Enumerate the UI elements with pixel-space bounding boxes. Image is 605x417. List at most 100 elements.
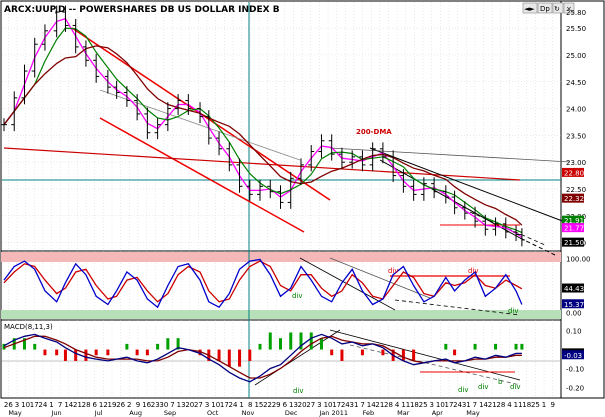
macd-tick-label: -0.10 — [566, 366, 584, 374]
day-tick-label: 13 — [177, 401, 186, 409]
dma-label: 200-DMA — [356, 128, 392, 136]
price-bar — [41, 24, 48, 51]
price-badge: 22.80 — [564, 169, 584, 177]
day-tick-label: 18 — [522, 401, 531, 409]
b-label-macd: b — [498, 378, 503, 386]
day-tick-label: 21 — [488, 401, 497, 409]
price-bar — [31, 37, 38, 78]
grid-lines — [2, 2, 561, 398]
div-label-stoch-4: div — [508, 307, 519, 315]
month-tick-label: Sep — [164, 409, 176, 417]
day-tick-label: 7 — [170, 401, 174, 409]
price-tick-label: 24.00 — [566, 106, 586, 114]
price-badge-bg — [562, 237, 584, 247]
day-tick-label: 10 — [324, 401, 333, 409]
price-badge-bg — [562, 215, 584, 225]
ma-short-line — [3, 17, 523, 238]
day-tick-label: 17 — [220, 401, 229, 409]
day-tick-label: 21 — [73, 401, 82, 409]
price-bar — [400, 169, 407, 193]
month-tick-label: Jul — [94, 409, 103, 417]
price-bar — [175, 94, 182, 116]
day-tick-label: 3 — [205, 401, 209, 409]
day-tick-label: 1 — [49, 401, 53, 409]
div-label-macd-1: div — [293, 387, 304, 395]
day-tick-label: 7 — [58, 401, 62, 409]
price-tick-label: 24.50 — [566, 79, 586, 87]
macd-badge-bg — [562, 350, 584, 360]
day-tick-label: 10 — [436, 401, 445, 409]
price-tick-label: 25.00 — [566, 52, 586, 60]
oversold-band — [1, 310, 561, 319]
x-axis: 26 3 10 17 24 1 7 14 21 28 6 12 19 26 2 9 16 23 30 7 13 20 27 3… — [4, 401, 555, 417]
price-bar — [518, 228, 525, 247]
price-tick-label: 23.50 — [566, 132, 586, 140]
day-tick-label: 21 — [375, 401, 384, 409]
day-tick-label: 28 — [82, 401, 91, 409]
header-buttons: ◄► Dp ↻ × — [522, 2, 575, 14]
price-bar — [338, 147, 345, 169]
price-bar — [62, 5, 69, 32]
price-bar — [308, 145, 315, 172]
price-bar — [11, 91, 18, 132]
day-tick-label: 31 — [462, 401, 471, 409]
price-bar — [123, 86, 130, 107]
day-tick-label: 12 — [99, 401, 108, 409]
detach-button[interactable] — [537, 2, 553, 14]
macd-trend-1 — [254, 329, 341, 386]
month-tick-label: Apr — [432, 409, 444, 417]
close-button[interactable] — [563, 2, 575, 14]
scroll-button[interactable] — [522, 2, 538, 14]
price-bar — [349, 150, 356, 169]
right-axis: 25.80 25.50 25.00 24.50 24.00 23.50 23.00 22.50… — [562, 9, 591, 393]
price-bar — [277, 185, 284, 209]
detach-button-label: Dp — [540, 5, 550, 13]
price-bar — [93, 53, 100, 83]
macd-signal-line — [3, 335, 522, 379]
price-badge: 22.32 — [564, 195, 584, 203]
day-tick-label: 3 — [429, 401, 433, 409]
day-tick-label: 23 — [151, 401, 160, 409]
day-tick-label: 10 — [21, 401, 30, 409]
day-tick-label: 10 — [211, 401, 220, 409]
day-tick-label: 14 — [64, 401, 73, 409]
day-tick-label: 18 — [410, 401, 419, 409]
stoch-badge-bg — [562, 299, 584, 309]
stochastic-lines — [3, 257, 523, 316]
day-tick-label: 9 — [136, 401, 140, 409]
price-bar — [379, 142, 386, 164]
stoch-slow-line — [3, 260, 523, 303]
stoch-badge: 15.37 — [564, 301, 584, 309]
month-tick-label: Jan 2011 — [318, 409, 348, 417]
price-bar — [197, 102, 204, 124]
day-tick-label: 28 — [384, 401, 393, 409]
price-bar — [21, 64, 28, 105]
close-icon: × — [566, 5, 572, 13]
macd-lines — [2, 329, 561, 386]
div-label-macd-4: div — [510, 383, 521, 391]
price-bar — [1, 118, 7, 132]
price-badge: 21.50 — [564, 239, 584, 247]
month-tick-label: May — [466, 409, 480, 417]
day-tick-label: 28 — [496, 401, 505, 409]
price-bar — [113, 80, 120, 99]
price-bar — [287, 171, 294, 209]
day-tick-label: 17 — [332, 401, 341, 409]
day-tick-label: 24 — [453, 401, 462, 409]
price-bar — [82, 40, 89, 67]
price-bar — [144, 107, 151, 140]
scroll-button-label: ◄► — [524, 5, 535, 13]
price-bar — [216, 131, 223, 156]
day-tick-label: 17 — [445, 401, 454, 409]
div-label-macd-3: div — [478, 383, 489, 391]
price-bar — [461, 201, 468, 220]
price-bar — [410, 179, 417, 201]
day-tick-label: 11 — [514, 401, 523, 409]
refresh-button[interactable] — [552, 2, 564, 14]
price-tick-label: 25.80 — [566, 9, 586, 17]
day-tick-label: 14 — [367, 401, 376, 409]
macd-trend-3 — [349, 344, 521, 386]
price-bar — [502, 217, 509, 239]
day-tick-label: 1 — [239, 401, 243, 409]
price-bar — [472, 206, 479, 228]
